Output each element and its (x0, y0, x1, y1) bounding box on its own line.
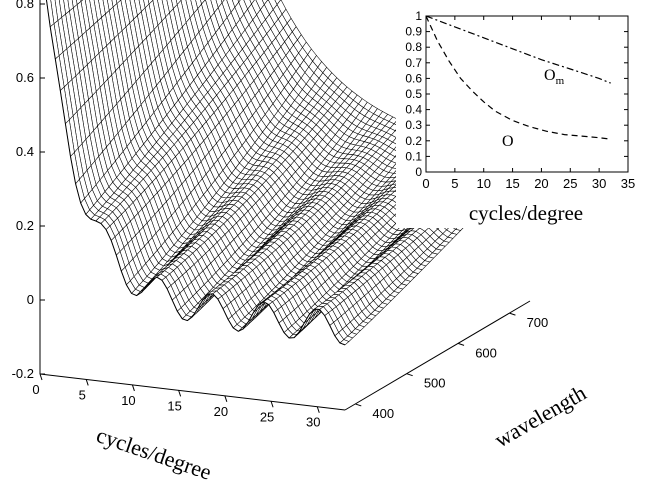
surface-z-tick-label: 0.6 (16, 70, 34, 85)
surface-y-tick-label: 500 (424, 376, 446, 391)
inset-x-tick-label: 15 (505, 176, 519, 191)
inset-y-tick-label: 0.7 (405, 56, 422, 70)
surface-x-tick-label: 5 (79, 387, 86, 402)
inset-chart: 00.10.20.30.40.50.60.70.80.910 5 10 15 20 25 3… (405, 9, 635, 191)
surface-y-tick-mark (457, 342, 465, 346)
inset-y-tick-label: 0.4 (405, 103, 422, 117)
inset-x-tick-label: 10 (476, 176, 490, 191)
inset-y-tick-label: 0.5 (405, 87, 422, 101)
surface-y-tick-label: 700 (527, 315, 549, 330)
inset-plot: 00.10.20.30.40.50.60.70.80.910 5 10 15 20 25 3… (396, 0, 651, 228)
inset-x-tick-label: 5 (451, 176, 458, 191)
surface-x-tick-mark (224, 395, 228, 402)
surface-x-axis-title: cycles/degree (93, 422, 214, 484)
surface-y-tick-mark (406, 373, 413, 377)
surface-z-tick-label: -0.2 (12, 366, 34, 381)
inset-x-tick-label: 20 (534, 176, 548, 191)
surface-y-tick-mark (355, 403, 362, 407)
inset-series-line-o (425, 15, 611, 140)
inset-background (396, 0, 651, 228)
surface-y-axis-line (344, 300, 531, 411)
surface-z-tick-label: 0.8 (16, 0, 34, 11)
inset-y-tick-label: 0.6 (405, 71, 422, 85)
surface-z-tick-label: 0.4 (16, 144, 34, 159)
surface-x-tick-mark (39, 373, 43, 381)
surface-y-axis-title: wavelength (490, 380, 590, 452)
surface-x-tick-mark (270, 401, 274, 408)
surface-x-tick-label: 25 (260, 409, 274, 424)
surface-x-tick-label: 30 (306, 415, 320, 430)
surface-x-tick-mark (178, 390, 182, 397)
inset-y-tick-label: 1 (415, 9, 422, 23)
surface-x-tick-mark (316, 406, 320, 413)
surface-x-tick-label: 0 (32, 382, 39, 397)
surface-front-edge (45, 0, 346, 346)
surface-axes: -0.200.20.40.60.80 5 10 15 20 25 3040050060070… (12, 0, 549, 430)
surface-x-tick-mark (85, 379, 89, 386)
inset-x-tick-label: 0 (422, 176, 429, 191)
surface-x-tick-label: 20 (214, 404, 228, 419)
inset-series-o-label: O (502, 133, 514, 150)
inset-x-tick-label: 35 (621, 176, 635, 191)
surface-x-axis-line (39, 373, 346, 411)
inset-y-tick-label: 0.2 (405, 134, 422, 148)
surface-y-tick-label: 600 (475, 345, 497, 360)
inset-x-tick-label: 25 (563, 176, 577, 191)
surface-y-tick-label: 400 (372, 406, 394, 421)
surface-x-tick-label: 15 (167, 398, 181, 413)
inset-series-line-om (425, 15, 611, 84)
surface-y-tick-mark (509, 312, 516, 316)
inset-y-tick-label: 0.3 (405, 118, 422, 132)
inset-y-tick-label: 0.9 (405, 25, 422, 39)
inset-series-om-label: Om (544, 67, 565, 87)
surface-x-tick-label: 10 (121, 393, 135, 408)
surface-z-tick-label: 0.2 (16, 218, 34, 233)
inset-y-tick-label: 0.8 (405, 40, 422, 54)
surface-z-tick-label: 0 (27, 292, 34, 307)
inset-y-tick-label: 0.1 (405, 149, 422, 163)
inset-y-tick-label: 0 (415, 165, 422, 179)
inset-x-axis-title: cycles/degree (469, 201, 583, 225)
inset-x-tick-label: 30 (592, 176, 606, 191)
surface-x-tick-mark (131, 384, 135, 392)
